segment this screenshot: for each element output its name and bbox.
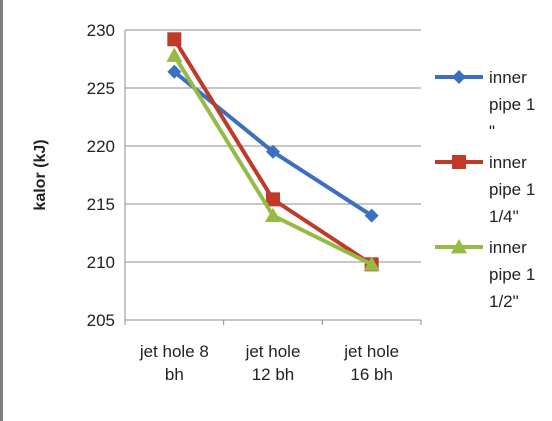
y-tick-label: 230 — [87, 21, 115, 40]
line-chart: 205 210 215 220 225 230 jet hole 8 bh jet hole 1… — [32, 21, 535, 384]
x-tick-label: jet hole 8 bh — [139, 342, 209, 384]
legend-marker — [451, 239, 467, 254]
x-tick-label: jet hole 12 bh — [245, 342, 301, 384]
y-tick-label: 225 — [87, 79, 115, 98]
legend: inner pipe 1 " inner pipe 1 1/4" inner pipe 1 1/… — [435, 68, 535, 311]
x-tick-labels: jet hole 8 bh jet hole 12 bh jet hole 16 bh — [139, 342, 399, 384]
y-tick-label: 215 — [87, 195, 115, 214]
y-tick-label: 205 — [87, 311, 115, 330]
data-point — [363, 256, 380, 271]
data-point — [166, 47, 183, 62]
series-group — [167, 64, 379, 223]
data-point — [167, 32, 182, 47]
axes — [124, 30, 422, 325]
y-tick-label: 210 — [87, 253, 115, 272]
y-tick-label: 220 — [87, 137, 115, 156]
data-point — [265, 207, 281, 222]
legend-label: inner pipe 1 1/2" — [489, 238, 535, 311]
data-point — [364, 208, 379, 223]
legend-label: inner pipe 1 1/4" — [489, 153, 535, 226]
legend-item: inner pipe 1 1/4" — [435, 153, 535, 226]
legend-item: inner pipe 1 " — [435, 68, 535, 141]
legend-label: inner pipe 1 " — [489, 68, 535, 141]
data-point — [266, 192, 280, 207]
legend-item: inner pipe 1 1/2" — [435, 238, 535, 311]
data-point — [167, 64, 182, 79]
y-tick-labels: 205 210 215 220 225 230 — [87, 21, 115, 330]
legend-marker — [452, 70, 466, 84]
y-axis-label: kalor (kJ) — [32, 139, 49, 210]
data-point — [266, 144, 280, 159]
x-tick-label: jet hole 16 bh — [343, 342, 399, 384]
series-group — [166, 47, 380, 271]
series-lines — [166, 32, 380, 272]
legend-marker — [452, 155, 466, 169]
